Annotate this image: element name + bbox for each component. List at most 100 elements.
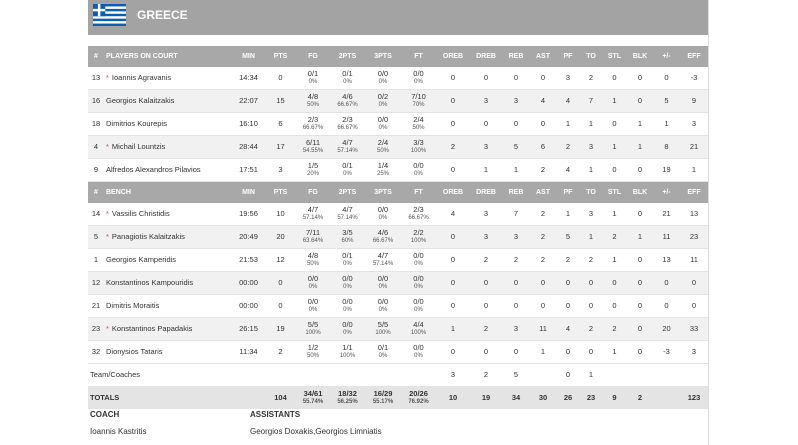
shot-cell: 4/7 57.14% (365, 252, 401, 268)
made-attempted: 6/11 (305, 138, 321, 147)
totals-label: TOTALS (90, 392, 120, 402)
made-attempted: 0/0 (413, 161, 424, 170)
stat-cell: 1 (588, 232, 594, 241)
stat-cell: 17:51 (239, 165, 258, 174)
stat-cell: 3 (513, 96, 519, 105)
player-row: 12 Konstantinos Kampouridis 00:00 0 0/0 0% 0/0… (88, 272, 708, 295)
stat-cell: 0 (637, 165, 643, 174)
made-attempted: 0/1 (307, 69, 319, 78)
jersey-number: 12 (91, 278, 101, 287)
shot-cell: 16/29 55.17% (365, 388, 401, 406)
stat-cell: 9 (691, 96, 697, 105)
stat-cell: 1 (612, 209, 617, 218)
column-header: TO (586, 188, 596, 196)
stat-cell: 0 (513, 301, 519, 310)
percentage: 66.67% (372, 238, 394, 244)
made-attempted: 3/5 (342, 228, 353, 237)
percentage: 0% (308, 79, 318, 85)
column-header: PF (563, 188, 573, 196)
shot-cell: 0/0 0% (296, 275, 330, 291)
percentage: 76.92% (408, 398, 429, 405)
stat-cell: 0 (664, 278, 669, 287)
made-attempted: 4/7 (342, 205, 353, 214)
percentage: 0% (343, 261, 352, 267)
stat-cell: 2 (612, 324, 617, 333)
stat-cell: 2 (588, 324, 594, 333)
stat-cell: 11 (662, 232, 671, 241)
player-row: 23 * Konstantinos Papadakis 26:15 19 5/5 100% 0… (88, 318, 708, 341)
shot-cell: 2/3 66.67% (296, 116, 330, 132)
stat-cell: 1 (637, 119, 643, 128)
made-attempted: 0/0 (413, 343, 424, 352)
assistants-label: ASSISTANTS (250, 410, 301, 419)
stat-cell: 0 (483, 347, 489, 356)
stat-cell: 19 (662, 165, 671, 174)
made-attempted: 4/7 (342, 138, 353, 147)
percentage: 0% (343, 284, 352, 290)
stat-cell: 13 (689, 209, 699, 218)
shot-cell: 4/7 57.14% (296, 206, 330, 222)
shot-cell: 4/8 50% (296, 252, 330, 268)
player-name: * Panagiotis Kalaitzakis (104, 233, 232, 241)
stat-cell: 3 (483, 142, 489, 151)
made-attempted: 0/0 (342, 297, 353, 306)
made-attempted: 0/0 (413, 69, 424, 78)
stat-cell: 0 (637, 347, 643, 356)
jersey-number: 23 (91, 324, 101, 333)
name: Georgios Kamperidis (106, 255, 177, 264)
percentage: 56.25% (337, 398, 358, 405)
made-attempted: 0/0 (342, 320, 353, 329)
column-header: 3PTS (374, 52, 392, 60)
shot-cell: 4/7 57.14% (330, 139, 365, 155)
made-attempted: 0/0 (377, 205, 389, 214)
team-header: GREECE (88, 0, 708, 35)
section-header: # BENCH MIN PTS FG 2PTS 3PTS FT OREB DREB REB AST PF… (88, 182, 708, 203)
stat-cell: 0 (450, 96, 456, 105)
player-name: * Ioannis Agravanis (104, 74, 232, 82)
column-header: AST (536, 52, 550, 60)
made-attempted: 4/7 (377, 251, 389, 260)
stat-cell: 21:53 (239, 255, 258, 264)
shot-cell: 0/0 0% (330, 275, 365, 291)
stat-cell: 26 (563, 392, 573, 402)
stat-cell: 20:49 (239, 232, 258, 241)
stat-cell: 0 (483, 73, 489, 82)
shot-cell: 0/0 0% (401, 298, 436, 314)
percentage: 100% (410, 238, 427, 244)
column-header: FT (414, 188, 423, 196)
stat-cell: 2 (278, 347, 283, 356)
team-name: GREECE (137, 8, 188, 22)
stat-cell: 5 (565, 232, 571, 241)
stat-cell: 0 (565, 278, 571, 287)
player-row: 4 * Michail Lountzis 28:44 17 6/11 54.55% 4/7 57… (88, 136, 708, 159)
column-header: PF (563, 52, 573, 60)
stat-cell: 11:34 (239, 347, 258, 356)
stat-cell: 0 (612, 119, 617, 128)
shot-cell: 0/0 0% (401, 162, 436, 178)
stat-cell: 2 (540, 255, 546, 264)
stat-cell: 21 (662, 209, 671, 218)
stat-cell: 20 (662, 324, 671, 333)
stat-cell: 3 (483, 232, 489, 241)
shot-cell: 3/3 100% (401, 139, 436, 155)
made-attempted: 0/0 (413, 297, 424, 306)
stat-cell: 0 (450, 73, 456, 82)
starter-mark: * (106, 324, 109, 333)
name: Georgios Kalaitzakis (106, 96, 175, 105)
player-row: 16 Georgios Kalaitzakis 22:07 15 4/8 50% 4/6 66… (88, 90, 708, 113)
jersey-number: 18 (91, 119, 101, 128)
made-attempted: 16/29 (373, 388, 393, 398)
made-attempted: 0/0 (307, 297, 319, 306)
column-header: REB (508, 52, 524, 60)
column-header: AST (536, 188, 550, 196)
stat-cell: 11 (690, 255, 698, 264)
stat-cell: 4 (540, 96, 546, 105)
name: Dimitrios Kourepis (106, 119, 167, 128)
stat-cell: 2 (637, 392, 643, 402)
stat-cell: 1 (588, 165, 594, 174)
stat-cell: 0 (612, 301, 617, 310)
percentage: 100% (375, 330, 391, 336)
percentage: 0% (414, 261, 423, 267)
percentage: 100% (339, 353, 356, 359)
percentage: 0% (378, 215, 388, 221)
